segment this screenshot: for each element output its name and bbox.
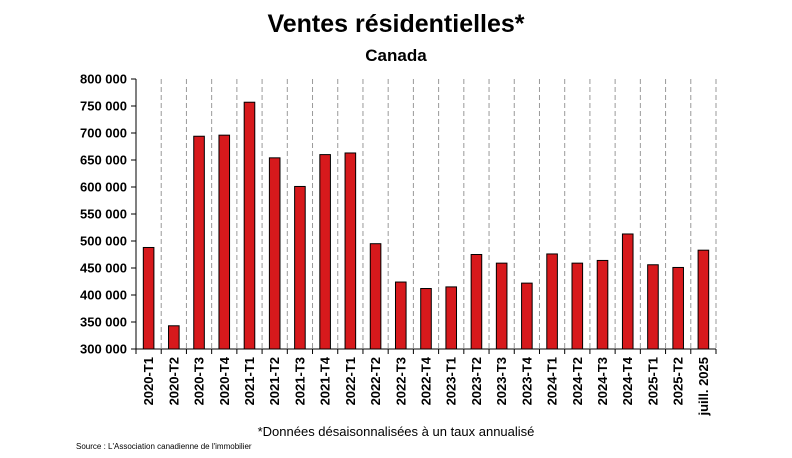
x-tick-labels: 2020-T1 2020-T2 2020-T3 2020-T4 2021-T1 2021-… (141, 356, 711, 416)
bar (596, 259, 609, 350)
y-tick-label: 450 000 (80, 261, 127, 276)
bar (369, 243, 382, 350)
bar (470, 254, 483, 350)
axis-layer (131, 78, 717, 354)
bar (243, 101, 256, 350)
bar (394, 281, 407, 350)
y-tick-label: 400 000 (80, 288, 127, 303)
x-tick-label: 2020-T4 (217, 356, 232, 405)
x-tick-label: 2024-T4 (620, 356, 635, 405)
bar (445, 286, 458, 350)
x-tick-label: 2023-T3 (494, 357, 509, 405)
grid-layer (160, 79, 717, 349)
x-tick-label: 2025-T2 (671, 357, 686, 405)
y-tick-label: 350 000 (80, 315, 127, 330)
bar (193, 135, 205, 350)
bar (294, 185, 306, 350)
y-tick-label: 600 000 (80, 180, 127, 195)
x-tick-label: 2024-T1 (545, 357, 560, 405)
bar (319, 154, 331, 350)
chart-footnote: *Données désaisonnalisées à un taux annu… (257, 424, 535, 439)
bar (142, 246, 155, 350)
bar (571, 262, 584, 350)
x-tick-label: 2024-T2 (570, 357, 585, 405)
x-tick-label: 2020-T3 (192, 357, 207, 405)
bar (521, 282, 533, 350)
y-tick-label: 550 000 (80, 207, 127, 222)
x-tick-label: 2022-T1 (343, 357, 358, 405)
bar (344, 152, 357, 350)
x-tick-label: 2022-T3 (393, 357, 408, 405)
bar (168, 325, 180, 350)
chart-title: Ventes résidentielles* (267, 10, 525, 38)
y-tick-label: 300 000 (80, 342, 127, 357)
y-tick-labels: 300 000 350 000 400 000 450 000 500 000 550 0… (80, 72, 127, 357)
x-tick-label: 2022-T2 (368, 357, 383, 405)
x-tick-label: 2020-T1 (141, 357, 156, 405)
bar (495, 262, 508, 350)
chart-source: Source : L'Association canadienne de l'i… (76, 442, 252, 451)
x-tick-label: 2020-T2 (166, 357, 181, 405)
x-tick-label: juill. 2025 (696, 357, 711, 417)
bar (268, 157, 281, 350)
x-tick-label: 2021-T2 (267, 357, 282, 405)
x-tick-label: 2021-T1 (242, 357, 257, 405)
x-tick-label: 2023-T4 (519, 356, 534, 405)
x-tick-label: 2023-T1 (444, 357, 459, 405)
y-tick-label: 750 000 (80, 99, 127, 114)
bar (672, 266, 684, 350)
x-tick-label: 2021-T3 (292, 357, 307, 405)
bar-layer (142, 101, 710, 350)
x-tick-label: 2024-T3 (595, 357, 610, 405)
bar (546, 253, 558, 350)
y-tick-label: 500 000 (80, 234, 127, 249)
bar (697, 249, 710, 350)
bar (647, 264, 659, 350)
bar (218, 134, 231, 350)
y-tick-label: 700 000 (80, 126, 127, 141)
bar (420, 288, 432, 350)
y-tick-label: 800 000 (80, 72, 127, 87)
x-tick-label: 2022-T4 (419, 356, 434, 405)
bar (621, 233, 634, 350)
chart-subtitle: Canada (365, 46, 427, 65)
x-tick-label: 2023-T2 (469, 357, 484, 405)
x-tick-label: 2021-T4 (318, 356, 333, 405)
x-tick-label: 2025-T1 (645, 357, 660, 405)
y-tick-label: 650 000 (80, 153, 127, 168)
